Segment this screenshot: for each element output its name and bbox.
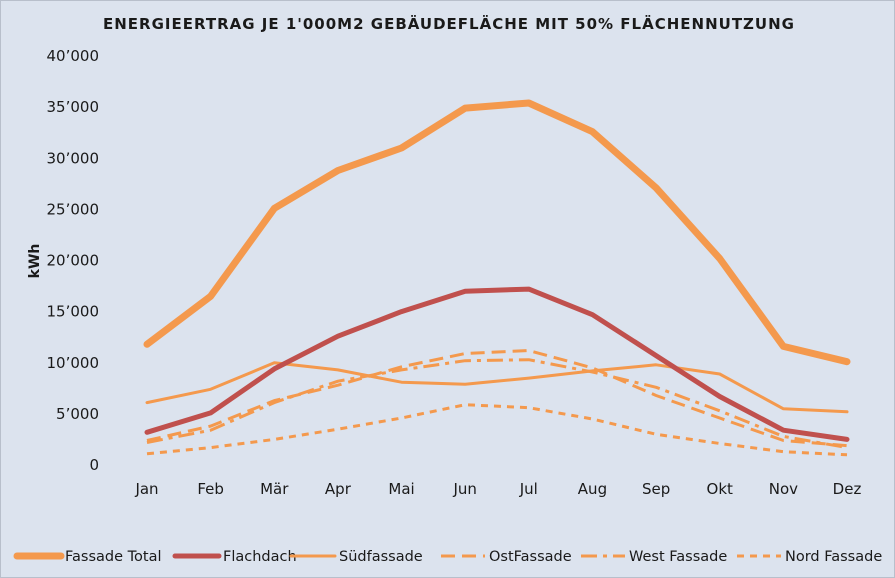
x-tick-label: Mär bbox=[260, 480, 289, 498]
legend-label-fassade-total: Fassade Total bbox=[65, 549, 162, 565]
y-axis-ticks: 0 5’000 10’000 15’000 20’000 25’000 30’000 35’0… bbox=[47, 47, 100, 474]
x-tick-label: Sep bbox=[642, 480, 670, 498]
series-line-west-fassade bbox=[146, 358, 848, 450]
legend-label-west-fassade: West Fassade bbox=[629, 549, 727, 565]
y-tick-label: 20’000 bbox=[47, 252, 100, 270]
x-tick-label: Jul bbox=[519, 480, 538, 498]
series-line-ostfassade bbox=[146, 349, 848, 448]
x-tick-label: Jan bbox=[134, 480, 158, 498]
x-tick-label: Mai bbox=[388, 480, 414, 498]
series-line-nord-fassade bbox=[146, 403, 848, 457]
y-tick-label: 0 bbox=[89, 456, 99, 474]
y-tick-label: 40’000 bbox=[47, 47, 100, 65]
y-tick-label: 35’000 bbox=[47, 98, 100, 116]
x-tick-label: Aug bbox=[578, 480, 607, 498]
series-line-flachdach bbox=[144, 286, 850, 442]
legend-label-nord-fassade: Nord Fassade bbox=[785, 549, 882, 565]
y-tick-label: 15’000 bbox=[47, 303, 100, 321]
series-line-s-dfassade bbox=[145, 361, 849, 414]
legend: Fassade Total Flachdach Südfassade OstFassa… bbox=[13, 549, 882, 565]
y-axis-label: kWh bbox=[27, 244, 43, 279]
series-line-fassade-total bbox=[143, 99, 851, 366]
x-tick-label: Apr bbox=[325, 480, 352, 498]
chart-title: ENERGIEERTRAG JE 1'000M2 GEBÄUDEFLÄCHE M… bbox=[103, 14, 795, 33]
y-tick-label: 5’000 bbox=[56, 405, 99, 423]
x-tick-label: Dez bbox=[833, 480, 862, 498]
y-tick-label: 10’000 bbox=[47, 354, 100, 372]
legend-label-flachdach: Flachdach bbox=[223, 549, 297, 565]
x-tick-label: Jun bbox=[452, 480, 476, 498]
x-tick-label: Feb bbox=[197, 480, 224, 498]
series-lines bbox=[143, 99, 851, 457]
x-tick-label: Okt bbox=[707, 480, 733, 498]
x-tick-label: Nov bbox=[769, 480, 798, 498]
y-tick-label: 30’000 bbox=[47, 149, 100, 167]
legend-label-s-dfassade: Südfassade bbox=[339, 549, 423, 565]
x-axis-ticks: Jan Feb Mär Apr Mai Jun Jul Aug Sep Okt Nov Dez bbox=[134, 480, 861, 498]
y-tick-label: 25’000 bbox=[47, 200, 100, 218]
legend-label-ostfassade: OstFassade bbox=[489, 549, 572, 565]
